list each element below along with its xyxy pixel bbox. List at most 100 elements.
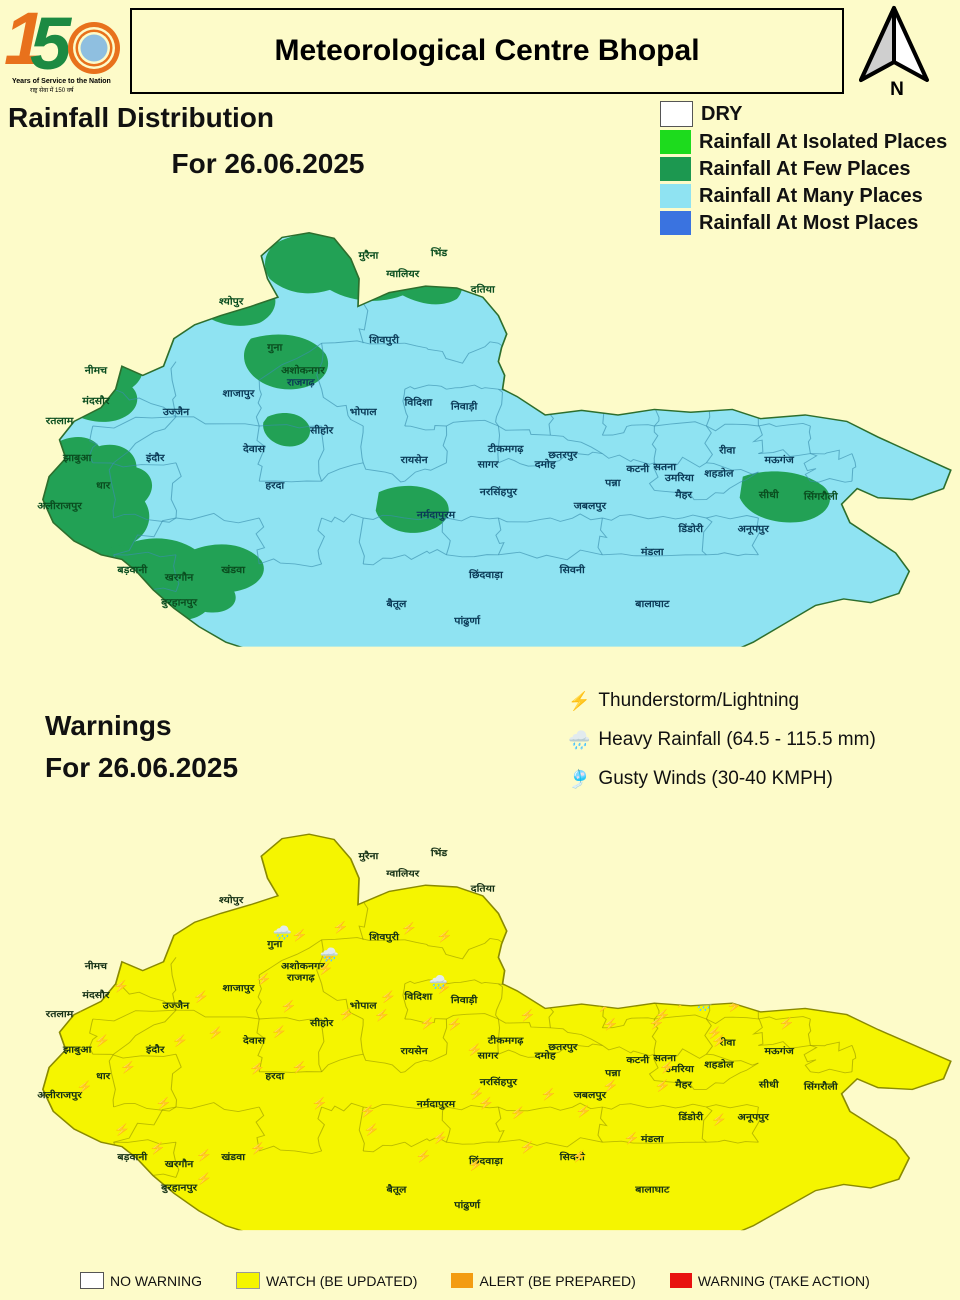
svg-text:बालाघाट: बालाघाट <box>634 1185 670 1195</box>
svg-text:⚡: ⚡ <box>499 873 516 888</box>
svg-text:बुरहानपुर: बुरहानपुर <box>160 598 198 608</box>
svg-text:⚡: ⚡ <box>415 1149 432 1164</box>
svg-text:⚡: ⚡ <box>778 1016 795 1031</box>
svg-text:टीकमगढ़: टीकमगढ़ <box>487 1035 525 1047</box>
svg-text:⚡: ⚡ <box>114 1122 131 1137</box>
svg-text:⚡: ⚡ <box>519 1008 536 1023</box>
svg-text:बड़वानी: बड़वानी <box>116 564 148 576</box>
svg-text:⚡: ⚡ <box>432 1130 449 1145</box>
svg-text:Years of Service to the Nation: Years of Service to the Nation <box>12 78 111 85</box>
svg-text:निवाड़ी: निवाड़ी <box>450 400 479 412</box>
svg-text:सीहोर: सीहोर <box>309 1017 334 1029</box>
svg-text:शिवपुरी: शिवपुरी <box>368 931 399 943</box>
svg-text:हरदा: हरदा <box>264 481 285 491</box>
svg-text:⚡: ⚡ <box>380 990 397 1005</box>
svg-text:⚡: ⚡ <box>717 946 734 961</box>
svg-text:ग्वालियर: ग्वालियर <box>385 867 420 879</box>
svg-text:नीमच: नीमच <box>84 960 108 972</box>
svg-text:बुरहानपुर: बुरहानपुर <box>160 1183 198 1193</box>
svg-text:⚡: ⚡ <box>385 840 402 855</box>
svg-text:⚡: ⚡ <box>338 1007 355 1022</box>
svg-text:देवास: देवास <box>242 442 266 454</box>
svg-text:विदिशा: विदिशा <box>403 991 432 1003</box>
svg-text:⚡: ⚡ <box>602 1078 619 1093</box>
svg-text:⚡: ⚡ <box>332 920 349 935</box>
svg-text:मंदसौर: मंदसौर <box>81 395 110 407</box>
svg-text:⚡: ⚡ <box>436 929 453 944</box>
svg-text:शाजापुर: शाजापुर <box>222 984 255 994</box>
svg-text:⚡: ⚡ <box>401 921 418 936</box>
svg-text:⚡: ⚡ <box>575 990 592 1005</box>
svg-text:कटनी: कटनी <box>625 1054 649 1066</box>
svg-text:मैहर: मैहर <box>674 1079 693 1091</box>
svg-text:⚡: ⚡ <box>571 1149 588 1164</box>
svg-text:नरसिंहपुर: नरसिंहपुर <box>479 1076 518 1088</box>
svg-text:⚡: ⚡ <box>561 946 578 961</box>
svg-text:सीधी: सीधी <box>758 1079 779 1091</box>
svg-text:झाबुआ: झाबुआ <box>62 1045 92 1055</box>
svg-text:⚡: ⚡ <box>363 1122 380 1137</box>
svg-text:⚡: ⚡ <box>280 999 297 1014</box>
svg-text:⚡: ⚡ <box>317 961 334 976</box>
svg-text:गुना: गुना <box>266 940 283 950</box>
svg-text:🌧️: 🌧️ <box>429 974 448 990</box>
svg-text:जबलपुर: जबलपुर <box>573 1091 607 1101</box>
svg-text:⚡: ⚡ <box>541 961 558 976</box>
svg-text:5: 5 <box>30 2 73 85</box>
svg-text:बैतूल: बैतूल <box>385 598 407 611</box>
svg-text:टीकमगढ़: टीकमगढ़ <box>487 442 525 454</box>
svg-text:⚡: ⚡ <box>193 990 210 1005</box>
svg-text:⚡: ⚡ <box>763 959 780 974</box>
svg-text:मुरैना: मुरैना <box>357 249 379 261</box>
svg-text:रतलाम: रतलाम <box>45 417 74 427</box>
svg-text:राष्ट्र सेवा में 150 वर्ष: राष्ट्र सेवा में 150 वर्ष <box>30 86 75 94</box>
svg-text:बैतूल: बैतूल <box>385 1183 407 1196</box>
svg-text:अशोकनगर: अशोकनगर <box>281 364 325 376</box>
svg-text:⚡: ⚡ <box>172 1034 189 1049</box>
svg-text:⚡: ⚡ <box>359 1104 376 1119</box>
svg-text:इंदौर: इंदौर <box>145 1043 165 1055</box>
svg-text:⚡: ⚡ <box>466 1042 483 1057</box>
svg-text:⚡: ⚡ <box>598 968 615 983</box>
svg-text:⚡: ⚡ <box>456 837 473 852</box>
svg-text:दतिया: दतिया <box>470 283 496 295</box>
svg-text:⚡: ⚡ <box>255 972 272 987</box>
svg-text:⚡: ⚡ <box>623 1131 640 1146</box>
svg-text:राजगढ़: राजगढ़ <box>286 973 316 983</box>
svg-text:⚡: ⚡ <box>120 1060 137 1075</box>
svg-text:उमरिया: उमरिया <box>664 472 695 484</box>
svg-text:देवास: देवास <box>242 1035 266 1047</box>
svg-text:धार: धार <box>96 481 111 491</box>
svg-text:डिंडोरी: डिंडोरी <box>677 1111 703 1123</box>
svg-text:⚡: ⚡ <box>575 1104 592 1119</box>
svg-text:हरदा: हरदा <box>264 1072 284 1082</box>
svg-text:⚡: ⚡ <box>674 994 691 1009</box>
svg-text:⚡: ⚡ <box>706 1026 723 1041</box>
svg-text:सतना: सतना <box>653 463 678 473</box>
svg-text:⚡: ⚡ <box>311 1096 328 1111</box>
svg-text:मैहर: मैहर <box>674 488 693 500</box>
svg-text:🌧️: 🌧️ <box>273 924 292 940</box>
svg-text:⚡: ⚡ <box>716 981 733 996</box>
svg-text:⚡: ⚡ <box>811 963 828 978</box>
svg-text:मऊगंज: मऊगंज <box>763 454 794 465</box>
svg-text:शाजापुर: शाजापुर <box>222 389 255 399</box>
svg-text:अनूपपुर: अनूपपुर <box>738 1113 770 1124</box>
svg-text:रायसेन: रायसेन <box>400 1045 429 1057</box>
svg-text:सिंगरौली: सिंगरौली <box>803 1080 838 1092</box>
svg-text:पन्ना: पन्ना <box>604 478 622 488</box>
svg-text:श्योपुर: श्योपुर <box>219 894 244 906</box>
svg-text:दमोह: दमोह <box>534 458 557 470</box>
svg-text:⚡: ⚡ <box>248 884 265 899</box>
svg-text:⚡: ⚡ <box>250 1141 267 1156</box>
svg-text:⚡: ⚡ <box>690 963 707 978</box>
svg-text:छिंदवाड़ा: छिंदवाड़ा <box>468 568 504 580</box>
svg-text:सीहोर: सीहोर <box>309 424 334 436</box>
svg-text:⚡: ⚡ <box>882 1016 899 1031</box>
svg-text:⚡: ⚡ <box>665 938 682 953</box>
svg-text:पन्ना: पन्ना <box>604 1069 621 1079</box>
svg-text:खंडवा: खंडवा <box>220 565 246 576</box>
svg-text:खरगौन: खरगौन <box>164 1158 194 1170</box>
svg-text:⚡: ⚡ <box>446 1017 463 1032</box>
svg-text:भिंड: भिंड <box>430 847 448 859</box>
